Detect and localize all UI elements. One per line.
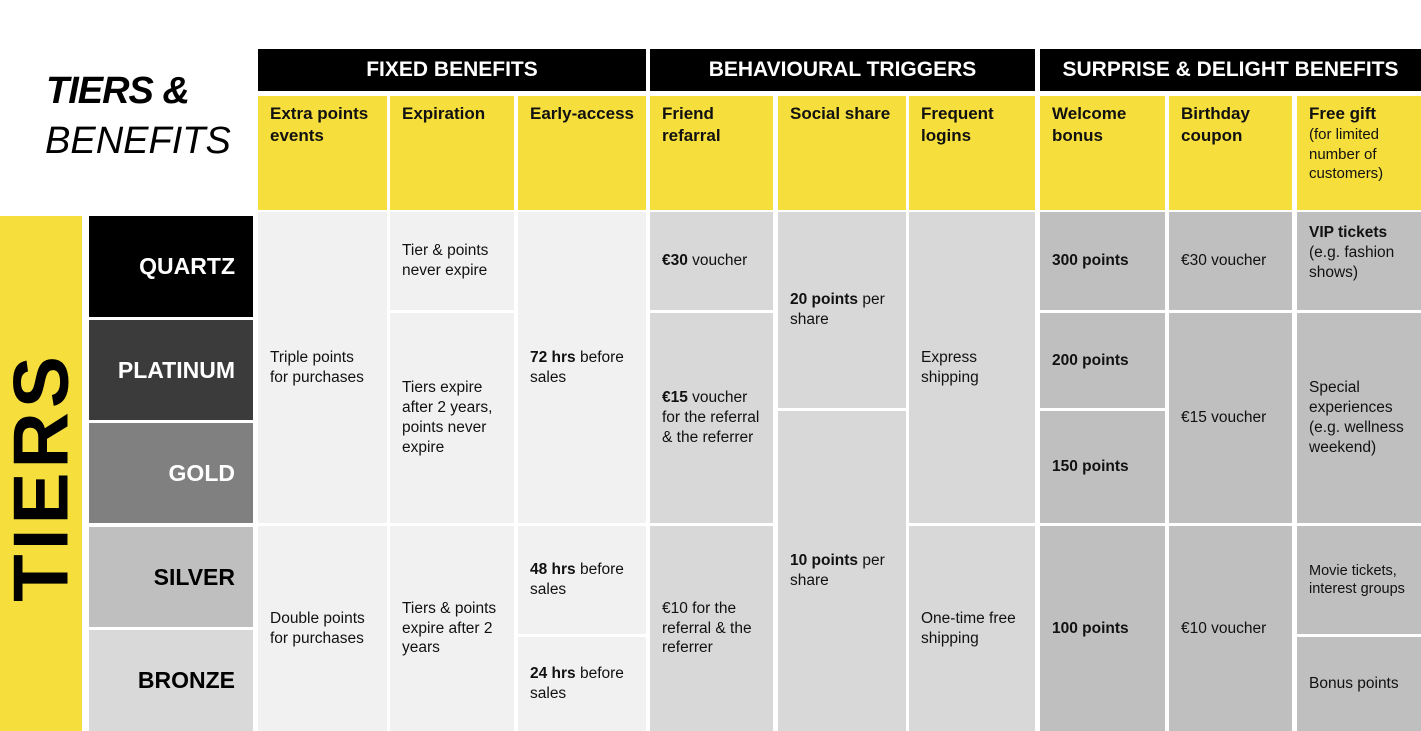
group-header-fixed-benefits: FIXED BENEFITS — [258, 49, 646, 91]
referral-mid-text: voucher for the referral & the referrer — [662, 389, 760, 446]
cell-birthday-mid: €15 voucher — [1169, 313, 1292, 523]
cell-social-bottom: 10 points per share — [778, 411, 906, 731]
early-bronze-hours: 24 hrs — [530, 665, 576, 683]
gift-quartz-note: (e.g. fashion shows) — [1309, 243, 1395, 281]
tier-quartz: QUARTZ — [89, 216, 253, 317]
social-bottom-points: 10 points — [790, 552, 859, 570]
column-header-frequent-logins: Frequent logins — [909, 96, 1035, 210]
cell-extra-points-top: Triple points for purchases — [258, 212, 387, 523]
early-bronze-text: before sales — [530, 665, 624, 702]
column-header-free-gift: Free gift (for limited number of custome… — [1297, 96, 1421, 210]
social-top-text: per share — [790, 291, 885, 328]
cell-gift-bronze: Bonus points — [1297, 637, 1421, 731]
group-header-surprise-delight: SURPRISE & DELIGHT BENEFITS — [1040, 49, 1421, 91]
cell-early-access-top: 72 hrs before sales — [518, 212, 646, 523]
tiers-vertical-label: TIERS — [0, 352, 85, 602]
free-gift-label: Free gift — [1309, 104, 1377, 123]
tiers-band — [0, 216, 82, 731]
cell-gift-mid: Special experiences (e.g. wellness weeke… — [1297, 313, 1421, 523]
column-header-early-access: Early-access — [518, 96, 646, 210]
social-bottom-text: per share — [790, 552, 885, 589]
early-silver-text: before sales — [530, 561, 624, 598]
cell-welcome-quartz: 300 points — [1040, 212, 1165, 310]
cell-birthday-quartz: €30 voucher — [1169, 212, 1292, 310]
tier-silver: SILVER — [89, 527, 253, 627]
social-top-points: 20 points — [790, 291, 859, 309]
group-header-behavioural-triggers: BEHAVIOURAL TRIGGERS — [650, 49, 1035, 91]
early-top-text: before sales — [530, 348, 624, 386]
free-gift-note: (for limited number of customers) — [1309, 126, 1384, 182]
cell-logins-bottom: One-time free shipping — [909, 526, 1035, 731]
cell-expiration-mid: Tiers expire after 2 years, points never… — [390, 313, 514, 523]
cell-social-top: 20 points per share — [778, 212, 906, 408]
column-header-social-share: Social share — [778, 96, 906, 210]
tier-platinum: PLATINUM — [89, 320, 253, 420]
column-header-extra-points: Extra points events — [258, 96, 387, 210]
early-silver-hours: 48 hrs — [530, 561, 576, 579]
referral-quartz-text: voucher — [687, 252, 748, 270]
page-title-line2: BENEFITS — [45, 120, 231, 162]
cell-logins-top: Express shipping — [909, 212, 1035, 523]
cell-welcome-platinum: 200 points — [1040, 313, 1165, 408]
tier-gold: GOLD — [89, 423, 253, 523]
column-header-friend-referral: Friend refarral — [650, 96, 773, 210]
cell-referral-bottom: €10 for the referral & the referrer — [650, 526, 773, 731]
column-header-welcome-bonus: Welcome bonus — [1040, 96, 1165, 210]
gift-quartz-title: VIP tickets — [1309, 224, 1388, 241]
cell-early-access-bronze: 24 hrs before sales — [518, 637, 646, 731]
cell-expiration-quartz: Tier & points never expire — [390, 212, 514, 310]
cell-referral-mid: €15 voucher for the referral & the refer… — [650, 313, 773, 523]
cell-birthday-bottom: €10 voucher — [1169, 526, 1292, 731]
early-top-hours: 72 hrs — [530, 348, 576, 366]
cell-extra-points-bottom: Double points for purchases — [258, 526, 387, 731]
cell-expiration-bottom: Tiers & points expire after 2 years — [390, 526, 514, 731]
cell-early-access-silver: 48 hrs before sales — [518, 526, 646, 634]
cell-welcome-bottom: 100 points — [1040, 526, 1165, 731]
cell-welcome-gold: 150 points — [1040, 411, 1165, 523]
referral-mid-amount: €15 — [662, 389, 688, 407]
cell-gift-quartz: VIP tickets (e.g. fashion shows) — [1297, 212, 1421, 310]
page-title-line1: TIERS & — [46, 70, 190, 112]
cell-referral-quartz: €30 voucher — [650, 212, 773, 310]
cell-gift-silver: Movie tickets, interest groups — [1297, 526, 1421, 634]
column-header-expiration: Expiration — [390, 96, 514, 210]
tier-bronze: BRONZE — [89, 630, 253, 731]
column-header-birthday-coupon: Birthday coupon — [1169, 96, 1292, 210]
referral-quartz-amount: €30 — [662, 252, 688, 270]
